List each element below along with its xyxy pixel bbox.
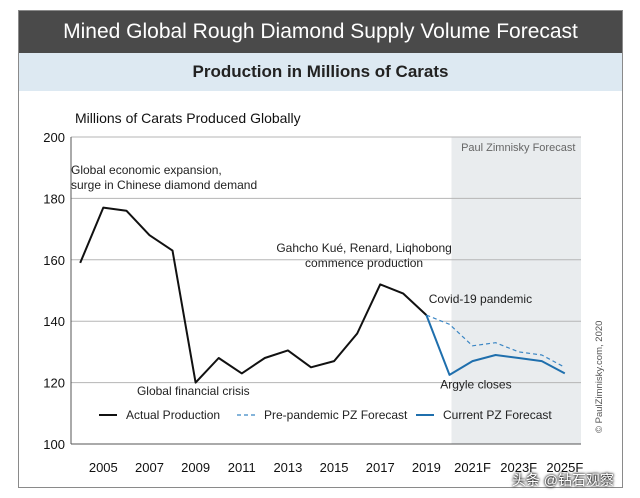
annotation-text: Covid-19 pandemic [429,292,532,306]
y-tick-label: 160 [43,253,65,268]
series-line-0 [79,206,428,384]
y-tick-label: 120 [43,376,65,391]
copyright-text: © PaulZimnisky.com, 2020 [594,321,605,433]
series-line-1 [426,314,566,368]
legend-label: Actual Production [126,408,220,422]
legend-label: Current PZ Forecast [443,408,552,422]
x-tick-label: 2007 [135,460,164,475]
x-tick-label: 2021F [454,460,491,475]
legend-label: Pre-pandemic PZ Forecast [264,408,408,422]
y-axis-title: Millions of Carats Produced Globally [75,110,301,126]
x-tick-label: 2015 [320,460,349,475]
y-tick-label: 140 [43,314,65,329]
x-tick-label: 2005 [89,460,118,475]
watermark-text: 头条 @钻石观察 [511,472,614,488]
x-tick-label: 2023F [500,460,537,475]
annotation-text: Global financial crisis [137,384,250,398]
x-tick-label: 2017 [366,460,395,475]
y-tick-label: 180 [43,191,65,206]
series-line-2 [425,314,566,376]
annotation-text: Argyle closes [440,378,511,392]
annotation-text: Gahcho Kué, Renard, Liqhobong [276,241,451,255]
x-tick-label: 2011 [228,460,256,475]
annotation-text: commence production [305,256,423,270]
annotation-text: Global economic expansion, [71,163,222,177]
y-tick-label: 200 [43,130,65,145]
forecast-region [451,137,581,444]
forecast-region-label: Paul Zimnisky Forecast [461,142,575,154]
x-tick-label: 2025F [546,460,583,475]
chart-title: Mined Global Rough Diamond Supply Volume… [19,11,622,53]
annotation-text: surge in Chinese diamond demand [71,178,257,192]
x-tick-label: 2009 [181,460,210,475]
chart-frame: Mined Global Rough Diamond Supply Volume… [18,10,623,488]
line-chart: Paul Zimnisky Forecast Millions of Carats… [43,110,605,475]
x-tick-label: 2013 [273,460,302,475]
chart-subtitle: Production in Millions of Carats [19,53,622,91]
y-tick-label: 100 [43,437,65,452]
x-tick-label: 2019 [412,460,441,475]
